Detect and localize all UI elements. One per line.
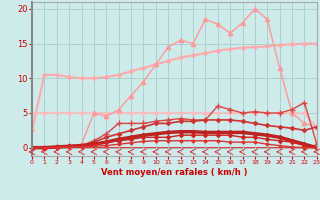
X-axis label: Vent moyen/en rafales ( km/h ): Vent moyen/en rafales ( km/h ) bbox=[101, 168, 248, 177]
